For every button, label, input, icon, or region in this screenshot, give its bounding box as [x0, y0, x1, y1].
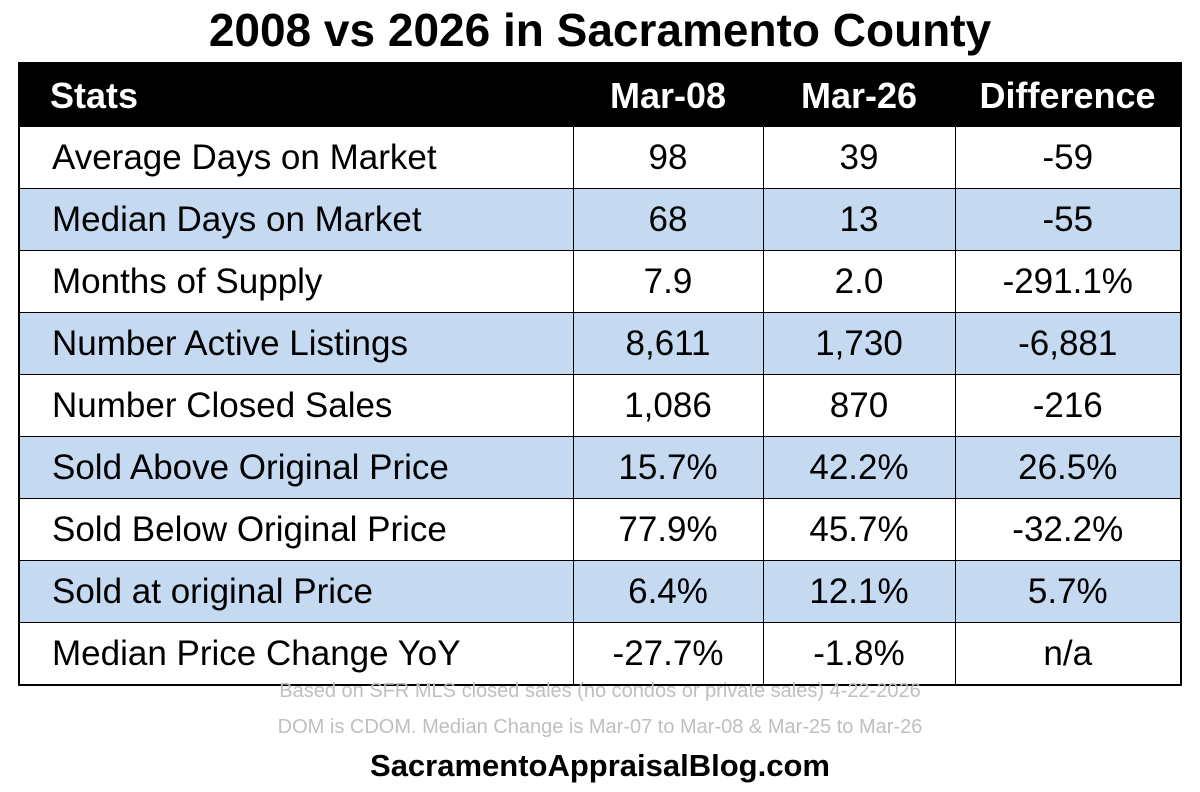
stats-table: Stats Mar-08 Mar-26 Difference Average Days…: [18, 62, 1182, 686]
table-row: Number Active Listings 8,611 1,730 -6,881: [19, 312, 1181, 375]
table-cell: -1.8%: [762, 622, 955, 686]
column-header: Stats: [19, 63, 573, 127]
row-label: Average Days on Market: [19, 127, 573, 189]
row-label: Number Closed Sales: [19, 374, 573, 437]
table-cell: -216: [954, 374, 1181, 437]
table-cell: -291.1%: [954, 250, 1181, 313]
site-credit: SacramentoAppraisalBlog.com: [370, 748, 830, 783]
table-cell: -59: [954, 127, 1181, 189]
row-label: Number Active Listings: [19, 312, 573, 375]
table-row: Average Days on Market 98 39 -59: [19, 127, 1181, 189]
table-cell: 26.5%: [954, 436, 1181, 499]
footnote-dom: DOM is CDOM. Median Change is Mar-07 to …: [277, 716, 923, 738]
table-row: Sold Above Original Price 15.7% 42.2% 26.5%: [19, 436, 1181, 499]
row-label: Sold Below Original Price: [19, 498, 573, 561]
table-cell: n/a: [954, 622, 1181, 686]
table-cell: 7.9: [572, 250, 763, 313]
row-label: Median Days on Market: [19, 188, 573, 251]
table-cell: 12.1%: [762, 560, 955, 623]
column-header: Mar-08: [573, 63, 763, 127]
table-cell: 5.7%: [954, 560, 1181, 623]
table-cell: 77.9%: [572, 498, 763, 561]
table-cell: 98: [572, 127, 763, 189]
table-cell: -55: [954, 188, 1181, 251]
table-row: Sold Below Original Price 77.9% 45.7% -32.2…: [19, 498, 1181, 561]
table-cell: 45.7%: [762, 498, 955, 561]
table-cell: 1,730: [762, 312, 955, 375]
row-label: Sold at original Price: [19, 560, 573, 623]
table-row: Sold at original Price 6.4% 12.1% 5.7%: [19, 560, 1181, 623]
table-row: Months of Supply 7.9 2.0 -291.1%: [19, 250, 1181, 313]
row-label: Sold Above Original Price: [19, 436, 573, 499]
table-cell: 68: [572, 188, 763, 251]
table-cell: -6,881: [954, 312, 1181, 375]
footnote-source: Based on SFR MLS closed sales (no condos…: [279, 680, 921, 702]
table-header-row: Stats Mar-08 Mar-26 Difference: [19, 63, 1181, 127]
column-header: Difference: [955, 63, 1181, 127]
table-row: Number Closed Sales 1,086 870 -216: [19, 374, 1181, 437]
table-cell: -32.2%: [954, 498, 1181, 561]
table-row: Median Price Change YoY -27.7% -1.8% n/a: [19, 622, 1181, 686]
table-cell: 8,611: [572, 312, 763, 375]
table-cell: 6.4%: [572, 560, 763, 623]
table-cell: 2.0: [762, 250, 955, 313]
row-label: Median Price Change YoY: [19, 622, 573, 686]
table-cell: 870: [762, 374, 955, 437]
table-cell: -27.7%: [572, 622, 763, 686]
table-cell: 13: [762, 188, 955, 251]
chart-title: 2008 vs 2026 in Sacramento County: [208, 4, 992, 56]
row-label: Months of Supply: [19, 250, 573, 313]
table-row: Median Days on Market 68 13 -55: [19, 188, 1181, 251]
table-cell: 42.2%: [762, 436, 955, 499]
table-cell: 15.7%: [572, 436, 763, 499]
table-cell: 1,086: [572, 374, 763, 437]
table-cell: 39: [762, 127, 955, 189]
column-header: Mar-26: [763, 63, 955, 127]
